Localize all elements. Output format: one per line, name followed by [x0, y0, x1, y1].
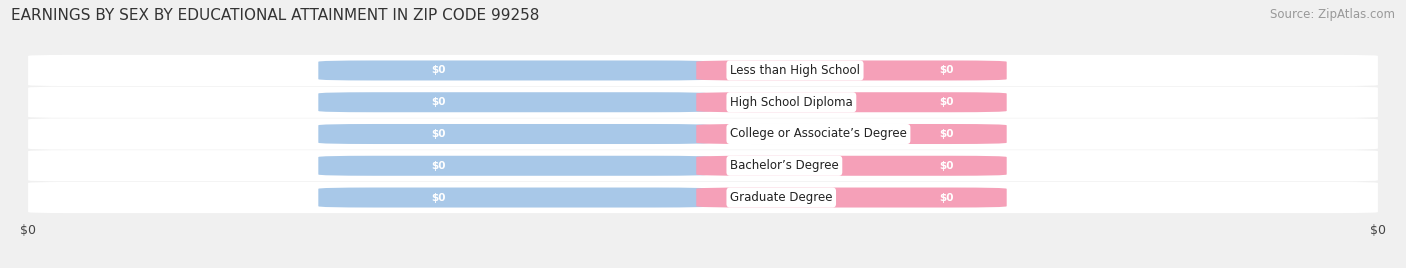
Text: Source: ZipAtlas.com: Source: ZipAtlas.com: [1270, 8, 1395, 21]
FancyBboxPatch shape: [318, 188, 710, 207]
Text: $0: $0: [939, 129, 953, 139]
FancyBboxPatch shape: [696, 156, 1007, 176]
Text: $0: $0: [939, 97, 953, 107]
Text: $0: $0: [432, 65, 446, 76]
Text: $0: $0: [939, 65, 953, 76]
Text: Less than High School: Less than High School: [730, 64, 860, 77]
FancyBboxPatch shape: [696, 188, 1007, 207]
Text: $0: $0: [432, 97, 446, 107]
Text: $0: $0: [432, 161, 446, 171]
FancyBboxPatch shape: [28, 87, 1378, 118]
FancyBboxPatch shape: [318, 61, 710, 80]
Text: $0: $0: [432, 192, 446, 203]
Text: $0: $0: [939, 161, 953, 171]
FancyBboxPatch shape: [696, 92, 1007, 112]
Text: EARNINGS BY SEX BY EDUCATIONAL ATTAINMENT IN ZIP CODE 99258: EARNINGS BY SEX BY EDUCATIONAL ATTAINMEN…: [11, 8, 540, 23]
Text: College or Associate’s Degree: College or Associate’s Degree: [730, 128, 907, 140]
Text: High School Diploma: High School Diploma: [730, 96, 853, 109]
FancyBboxPatch shape: [318, 124, 710, 144]
Text: $0: $0: [432, 129, 446, 139]
FancyBboxPatch shape: [28, 182, 1378, 213]
FancyBboxPatch shape: [318, 156, 710, 176]
Text: Graduate Degree: Graduate Degree: [730, 191, 832, 204]
FancyBboxPatch shape: [696, 124, 1007, 144]
FancyBboxPatch shape: [28, 55, 1378, 86]
Text: $0: $0: [939, 192, 953, 203]
Text: Bachelor’s Degree: Bachelor’s Degree: [730, 159, 839, 172]
FancyBboxPatch shape: [696, 61, 1007, 80]
FancyBboxPatch shape: [318, 92, 710, 112]
FancyBboxPatch shape: [28, 150, 1378, 181]
FancyBboxPatch shape: [28, 118, 1378, 150]
